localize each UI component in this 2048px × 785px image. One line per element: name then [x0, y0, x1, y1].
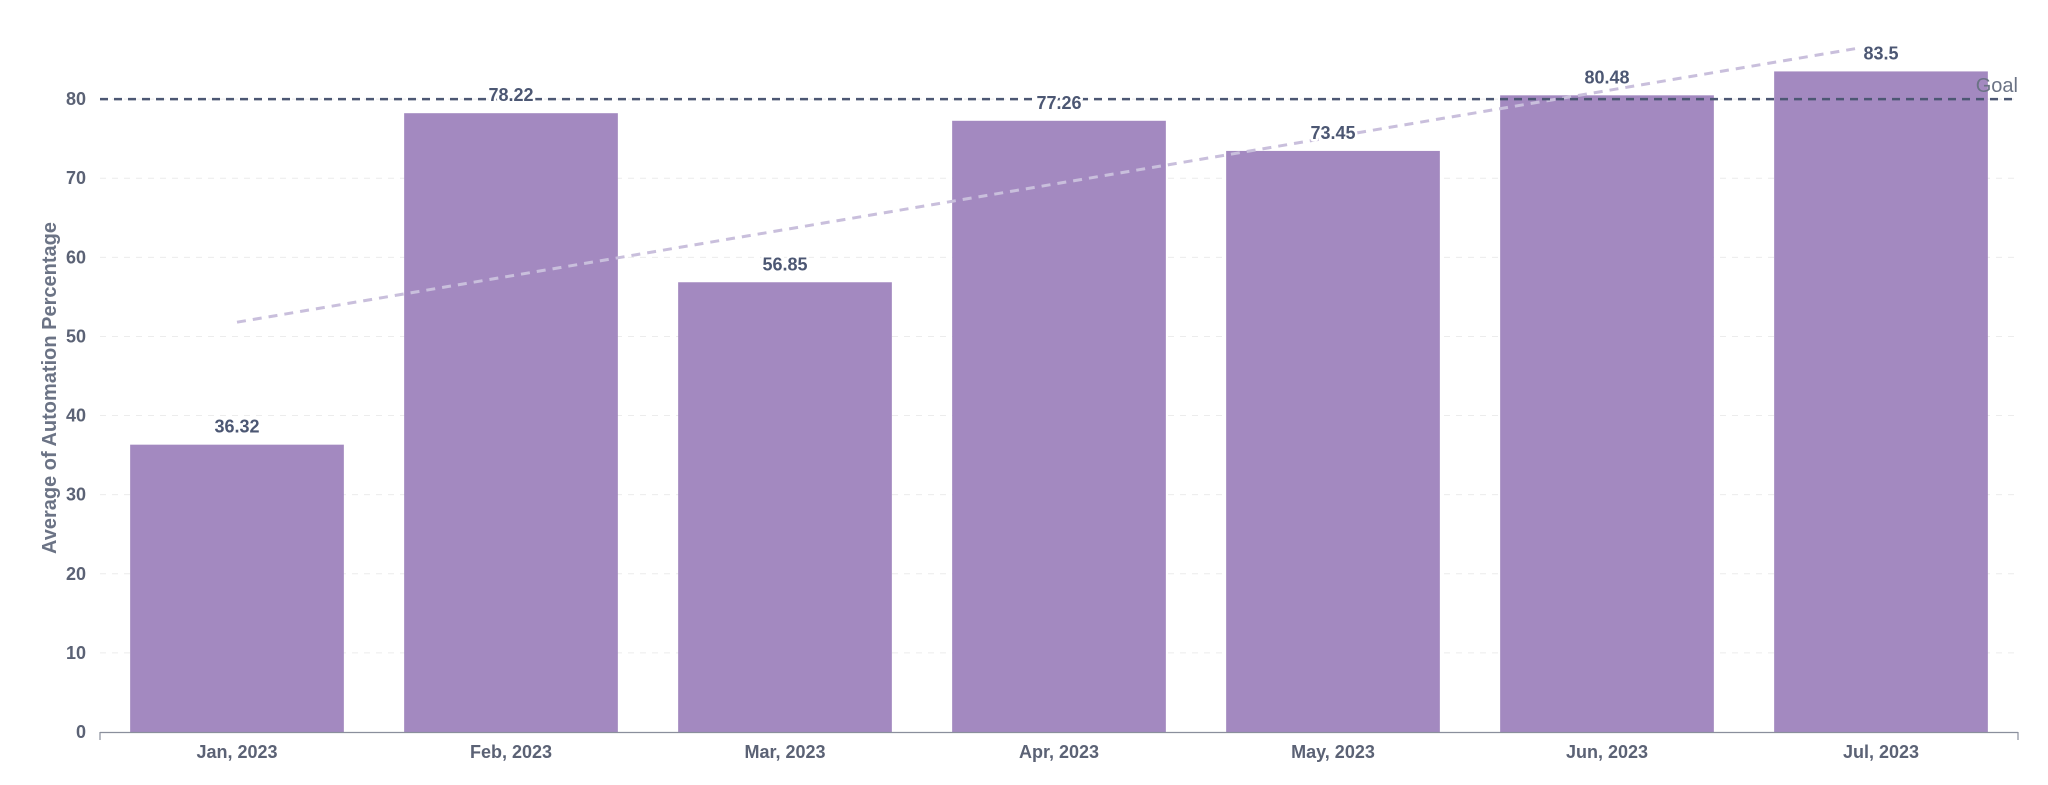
x-tick-label: Jul, 2023 — [1843, 742, 1919, 762]
x-tick-label: May, 2023 — [1291, 742, 1375, 762]
bar — [952, 120, 1166, 733]
y-tick-label: 0 — [76, 722, 86, 742]
x-tick-label: Mar, 2023 — [744, 742, 825, 762]
data-label: 80.48 — [1584, 67, 1629, 87]
data-label: 78.22 — [488, 85, 533, 105]
data-label: 36.32 — [214, 417, 259, 437]
bar — [1500, 95, 1714, 732]
data-label: 77.26 — [1036, 93, 1081, 113]
bars — [130, 71, 1988, 733]
bar — [130, 444, 344, 732]
bar — [404, 113, 618, 733]
data-label: 73.45 — [1310, 123, 1355, 143]
y-tick-label: 30 — [66, 485, 86, 505]
y-tick-label: 80 — [66, 89, 86, 109]
trendline-layer — [236, 46, 1862, 324]
y-tick-label: 70 — [66, 168, 86, 188]
bar — [1774, 71, 1988, 732]
data-label: 56.85 — [762, 254, 807, 274]
y-axis-title: Average of Automation Percentage — [39, 222, 61, 554]
bar — [1226, 150, 1440, 732]
goal-label: Goal — [1976, 75, 2018, 97]
data-labels: 36.32 78.22 56.85 77.26 73.45 80.48 83.5 — [212, 41, 1901, 439]
x-tick-label: Jan, 2023 — [196, 742, 277, 762]
x-tick-label: Feb, 2023 — [470, 742, 552, 762]
x-tick-label: Apr, 2023 — [1019, 742, 1099, 762]
y-tick-label: 20 — [66, 564, 86, 584]
data-label: 83.5 — [1863, 43, 1898, 63]
bar — [678, 282, 892, 732]
goal-line-layer: Goal — [100, 75, 2018, 101]
x-tick-label: Jun, 2023 — [1566, 742, 1648, 762]
axes: 0 10 20 30 40 50 60 70 80 Jan, 2023 Feb, 2023 Mar, … — [66, 89, 2019, 762]
trendline — [236, 46, 1862, 324]
y-tick-label: 10 — [66, 643, 86, 663]
y-tick-label: 40 — [66, 406, 86, 426]
y-tick-label: 60 — [66, 247, 86, 267]
y-tick-label: 50 — [66, 326, 86, 346]
